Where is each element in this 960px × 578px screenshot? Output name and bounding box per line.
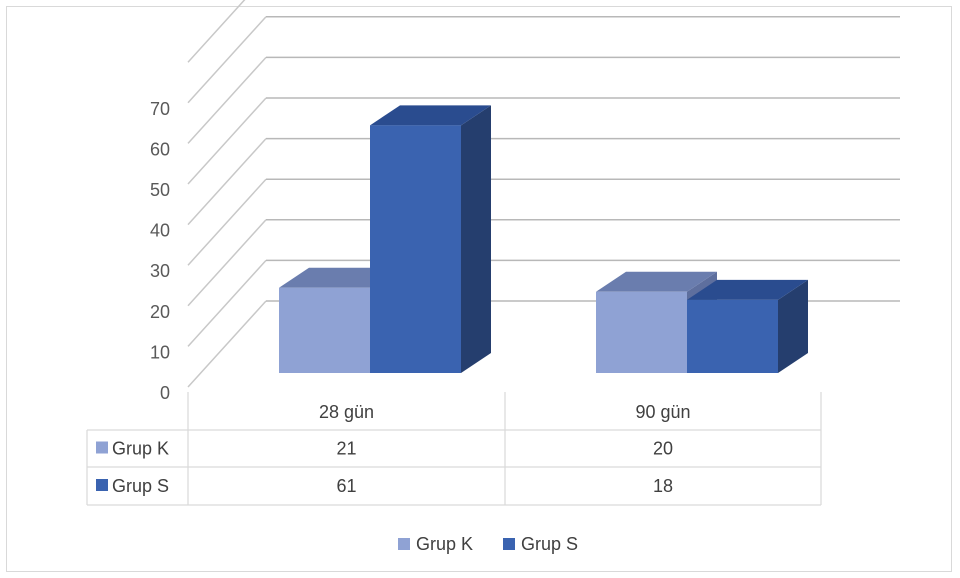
bar	[370, 105, 491, 373]
y-tick-label: 10	[150, 342, 170, 362]
gridline-wall	[187, 259, 267, 347]
table-row-label: Grup K	[112, 439, 169, 459]
legend-label: Grup K	[416, 534, 473, 554]
table-legend-key	[96, 441, 108, 454]
data-label: 20	[653, 439, 673, 459]
bar-top	[596, 271, 717, 292]
bar-front	[687, 299, 778, 373]
gridline-wall	[187, 16, 267, 104]
legend-swatch	[503, 538, 515, 550]
bar-top	[370, 105, 491, 126]
y-tick-label: 70	[150, 99, 170, 119]
data-label: 21	[336, 439, 356, 459]
bar-front	[596, 291, 687, 373]
y-axis-labels: 0 10 20 30 40 50 60 70	[150, 99, 170, 403]
gridline-wall	[187, 219, 267, 307]
y-tick-label: 50	[150, 180, 170, 200]
y-tick-label: 40	[150, 221, 170, 241]
bar-top	[279, 267, 400, 288]
bar-front	[279, 287, 370, 373]
bars	[279, 105, 808, 373]
gridline-wall	[187, 138, 267, 226]
legend-swatch	[398, 538, 410, 550]
y-tick-label: 30	[150, 261, 170, 281]
bar	[687, 279, 808, 373]
data-label: 18	[653, 476, 673, 496]
y-tick-label: 20	[150, 302, 170, 322]
data-table: 28 gün 90 gün Grup K 21 20 Grup S 61 18	[86, 392, 822, 506]
bar-front	[370, 125, 461, 373]
gridline-wall	[187, 56, 267, 144]
gridline-wall	[187, 0, 246, 63]
table-row-label: Grup S	[112, 476, 169, 496]
table-legend-key	[96, 479, 108, 491]
legend-label: Grup S	[521, 534, 578, 554]
legend: Grup K Grup S	[398, 534, 578, 554]
x-tick-label: 90 gün	[635, 402, 690, 422]
data-label: 61	[336, 476, 356, 496]
y-tick-label: 60	[150, 139, 170, 159]
gridline-wall	[187, 300, 267, 388]
bar-top	[687, 279, 808, 300]
x-tick-label: 28 gün	[319, 402, 374, 422]
gridline-wall	[187, 97, 267, 185]
bar-side	[461, 105, 491, 373]
bar-side	[778, 279, 808, 373]
gridline-wall	[187, 178, 267, 266]
y-tick-label: 0	[160, 383, 170, 403]
